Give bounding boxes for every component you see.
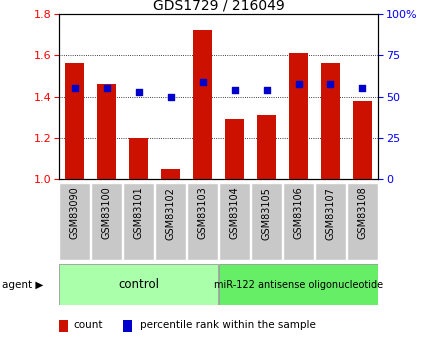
Bar — [65, 63, 84, 179]
Text: GSM83105: GSM83105 — [261, 187, 271, 240]
Point — [294, 81, 301, 87]
Point — [71, 86, 78, 91]
Bar — [129, 138, 148, 179]
Text: GSM83090: GSM83090 — [69, 187, 79, 239]
Bar — [256, 115, 276, 179]
Point — [263, 88, 270, 93]
Bar — [155, 183, 186, 260]
Bar — [288, 53, 307, 179]
Bar — [224, 119, 243, 179]
Bar — [122, 320, 132, 332]
Bar — [59, 320, 68, 332]
Text: agent ▶: agent ▶ — [2, 280, 43, 289]
Point — [167, 94, 174, 99]
Text: GSM83100: GSM83100 — [102, 187, 112, 239]
Bar — [123, 183, 154, 260]
Text: GSM83108: GSM83108 — [357, 187, 367, 239]
Bar — [59, 183, 90, 260]
Bar — [97, 84, 116, 179]
Bar — [314, 183, 345, 260]
Text: control: control — [118, 278, 159, 291]
Point — [135, 90, 142, 95]
Text: GSM83102: GSM83102 — [165, 187, 175, 240]
Point — [199, 79, 206, 85]
Bar — [250, 183, 281, 260]
Text: count: count — [73, 320, 102, 330]
Bar — [320, 63, 339, 179]
Bar — [193, 30, 212, 179]
Point — [326, 81, 333, 87]
Bar — [346, 183, 377, 260]
Bar — [59, 264, 217, 305]
Point — [103, 86, 110, 91]
Text: percentile rank within the sample: percentile rank within the sample — [140, 320, 316, 330]
Text: miR-122 antisense oligonucleotide: miR-122 antisense oligonucleotide — [214, 280, 382, 289]
Bar — [219, 183, 250, 260]
Bar — [161, 169, 180, 179]
Text: GSM83103: GSM83103 — [197, 187, 207, 239]
Text: GSM83101: GSM83101 — [133, 187, 143, 239]
Text: GSM83106: GSM83106 — [293, 187, 303, 239]
Point — [358, 86, 365, 91]
Bar — [283, 183, 313, 260]
Bar — [187, 183, 217, 260]
Title: GDS1729 / 216049: GDS1729 / 216049 — [152, 0, 284, 13]
Text: GSM83107: GSM83107 — [325, 187, 335, 240]
Bar — [219, 264, 377, 305]
Text: GSM83104: GSM83104 — [229, 187, 239, 239]
Point — [230, 88, 237, 93]
Bar — [91, 183, 122, 260]
Bar — [352, 101, 371, 179]
